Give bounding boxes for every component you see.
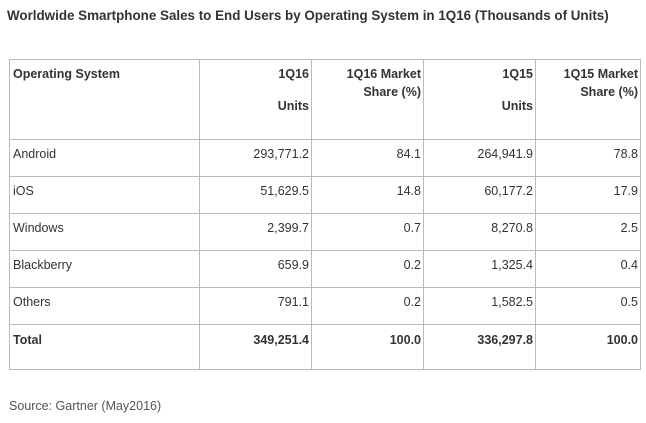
cell-1q15-share: 78.8 (535, 139, 641, 177)
page-title: Worldwide Smartphone Sales to End Users … (7, 8, 609, 23)
header-1q15-units-label: Units (501, 99, 533, 113)
cell-1q16-units: 293,771.2 (199, 139, 312, 177)
table-row: Others 791.1 0.2 1,582.5 0.5 (9, 287, 641, 325)
header-1q16-units: 1Q16 Units (199, 59, 312, 140)
cell-1q16-share: 84.1 (311, 139, 424, 177)
cell-1q15-units: 8,270.8 (423, 213, 536, 251)
cell-1q16-share: 0.2 (311, 250, 424, 288)
header-1q15-label: 1Q15 (502, 67, 533, 81)
table-header-row: Operating System 1Q16 Units 1Q16 Market … (9, 59, 641, 140)
cell-1q16-units: 659.9 (199, 250, 312, 288)
cell-1q16-units: 51,629.5 (199, 176, 312, 214)
cell-1q16-share: 0.2 (311, 287, 424, 325)
cell-os: Windows (9, 213, 200, 251)
cell-os: Blackberry (9, 250, 200, 288)
cell-os: iOS (9, 176, 200, 214)
cell-1q16-share: 14.8 (311, 176, 424, 214)
cell-1q15-units: 1,582.5 (423, 287, 536, 325)
sales-table: Operating System 1Q16 Units 1Q16 Market … (9, 59, 641, 370)
table-row: iOS 51,629.5 14.8 60,177.2 17.9 (9, 176, 641, 214)
cell-total-label: Total (9, 324, 200, 370)
header-1q16-share: 1Q16 Market Share (%) (311, 59, 424, 140)
cell-os: Android (9, 139, 200, 177)
cell-1q15-units: 1,325.4 (423, 250, 536, 288)
cell-total-1q16-units: 349,251.4 (199, 324, 312, 370)
table-total-row: Total 349,251.4 100.0 336,297.8 100.0 (9, 324, 641, 370)
cell-1q16-share: 0.7 (311, 213, 424, 251)
cell-total-1q15-share: 100.0 (535, 324, 641, 370)
header-1q15-units: 1Q15 Units (423, 59, 536, 140)
source-note: Source: Gartner (May2016) (9, 399, 162, 413)
cell-1q15-units: 60,177.2 (423, 176, 536, 214)
cell-1q15-share: 0.5 (535, 287, 641, 325)
header-1q16-label: 1Q16 (278, 67, 309, 81)
table-row: Windows 2,399.7 0.7 8,270.8 2.5 (9, 213, 641, 251)
cell-total-1q16-share: 100.0 (311, 324, 424, 370)
cell-1q15-units: 264,941.9 (423, 139, 536, 177)
cell-1q15-share: 2.5 (535, 213, 641, 251)
cell-1q16-units: 791.1 (199, 287, 312, 325)
table-row: Android 293,771.2 84.1 264,941.9 78.8 (9, 139, 641, 177)
cell-1q16-units: 2,399.7 (199, 213, 312, 251)
table-row: Blackberry 659.9 0.2 1,325.4 0.4 (9, 250, 641, 288)
header-1q16-units-label: Units (277, 99, 309, 113)
header-1q15-share: 1Q15 Market Share (%) (535, 59, 641, 140)
cell-1q15-share: 0.4 (535, 250, 641, 288)
cell-os: Others (9, 287, 200, 325)
header-operating-system: Operating System (9, 59, 200, 140)
cell-total-1q15-units: 336,297.8 (423, 324, 536, 370)
cell-1q15-share: 17.9 (535, 176, 641, 214)
